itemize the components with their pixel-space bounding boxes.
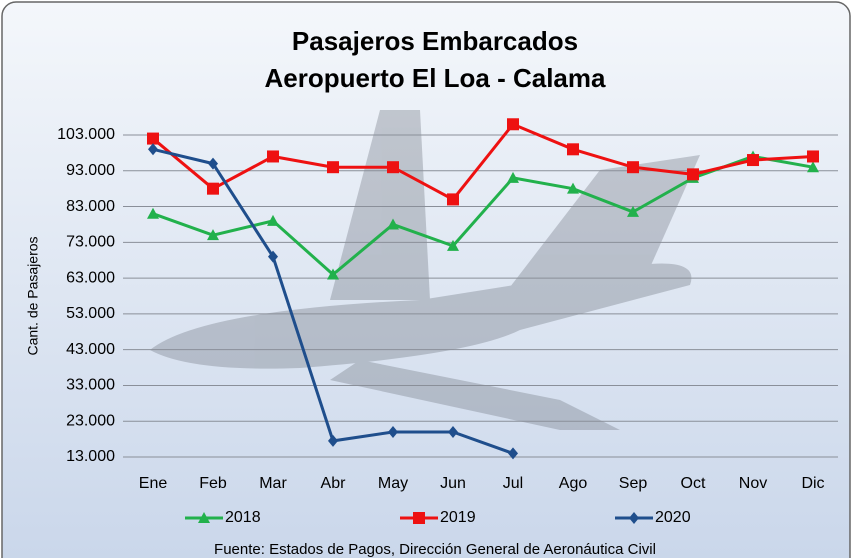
- x-tick-label: Jun: [440, 475, 466, 492]
- y-tick-label: 33.000: [66, 377, 115, 394]
- data-point: [387, 161, 399, 173]
- y-tick-label: 53.000: [66, 305, 115, 322]
- chart-title: Pasajeros Embarcados: [292, 26, 578, 56]
- legend-label: 2018: [225, 509, 261, 526]
- legend-marker: [413, 512, 425, 524]
- y-axis-label: Cant. de Pasajeros: [25, 236, 41, 355]
- legend-label: 2019: [440, 509, 476, 526]
- x-tick-label: Mar: [259, 475, 287, 492]
- data-point: [807, 150, 819, 162]
- data-point: [567, 143, 579, 155]
- x-tick-label: Feb: [199, 475, 227, 492]
- data-point: [327, 161, 339, 173]
- x-tick-label: May: [378, 475, 408, 492]
- chart: Pasajeros Embarcados Aeropuerto El Loa -…: [0, 0, 852, 558]
- data-point: [207, 183, 219, 195]
- y-tick-label: 103.000: [57, 126, 115, 143]
- page: Pasajeros Embarcados Aeropuerto El Loa -…: [0, 0, 852, 558]
- x-tick-label: Jul: [503, 475, 523, 492]
- chart-subtitle: Aeropuerto El Loa - Calama: [265, 63, 606, 93]
- y-tick-label: 63.000: [66, 269, 115, 286]
- x-tick-label: Nov: [739, 475, 767, 492]
- data-point: [507, 118, 519, 130]
- data-point: [267, 150, 279, 162]
- x-tick-label: Ago: [559, 475, 588, 492]
- y-tick-label: 83.000: [66, 198, 115, 215]
- y-tick-label: 93.000: [66, 162, 115, 179]
- x-tick-label: Oct: [681, 475, 706, 492]
- y-tick-label: 23.000: [66, 412, 115, 429]
- x-tick-label: Abr: [321, 475, 347, 492]
- data-point: [687, 168, 699, 180]
- y-tick-label: 73.000: [66, 234, 115, 251]
- data-point: [147, 133, 159, 145]
- y-tick-label: 13.000: [66, 448, 115, 465]
- data-point: [447, 193, 459, 205]
- data-point: [747, 154, 759, 166]
- x-tick-label: Dic: [801, 475, 824, 492]
- legend-label: 2020: [655, 509, 691, 526]
- x-tick-label: Sep: [619, 475, 648, 492]
- x-tick-label: Ene: [139, 475, 168, 492]
- data-point: [627, 161, 639, 173]
- y-tick-label: 43.000: [66, 341, 115, 358]
- source-note: Fuente: Estados de Pagos, Dirección Gene…: [214, 541, 656, 558]
